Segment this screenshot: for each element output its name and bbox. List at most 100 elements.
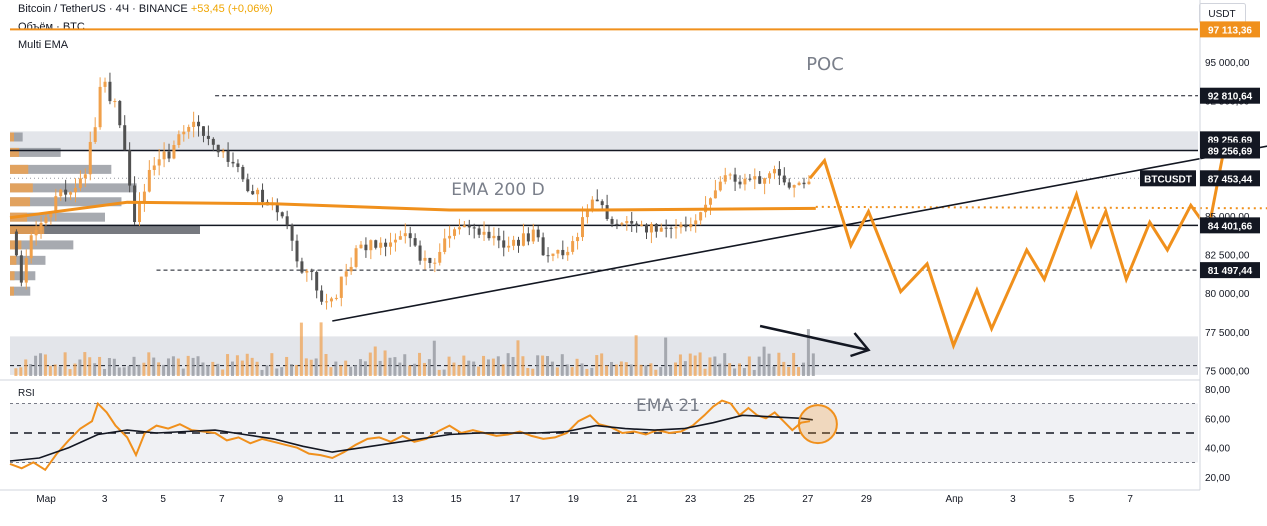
volume-bar (171, 356, 175, 376)
time-tick-label: Апр (945, 494, 963, 505)
volume-bar (762, 346, 766, 376)
time-tick-label: 9 (278, 494, 284, 505)
volume-bar (619, 361, 623, 376)
volume-bar (176, 358, 180, 376)
candle-body (14, 231, 18, 256)
volume-bar (486, 359, 490, 376)
candle-body (566, 251, 570, 256)
candle-body (329, 298, 333, 302)
candle-body (684, 224, 688, 228)
candle-body (34, 229, 38, 236)
candle-body (19, 255, 23, 283)
volume-bar (669, 365, 673, 376)
volume-bar (688, 353, 692, 376)
chart-header-symbol[interactable]: Bitcoin / TetherUS · 4Ч · BINANCE +53,45… (18, 3, 273, 16)
multi-ema-indicator-label[interactable]: Multi EMA (18, 39, 69, 51)
candle-body (418, 245, 422, 261)
volume-bar (314, 358, 318, 376)
candle-body (315, 272, 319, 291)
currency-label: USDT (1208, 9, 1235, 20)
candle-body (635, 223, 639, 226)
volume-bar (48, 365, 52, 376)
volume-bar (644, 365, 648, 376)
candle-body (226, 150, 230, 162)
rsi-tick-label: 80,00 (1205, 385, 1230, 396)
candle-body (467, 225, 471, 228)
price-label-box (1200, 142, 1260, 159)
candle-body (640, 224, 644, 226)
candle-body (393, 239, 397, 243)
volume-bar (334, 361, 338, 376)
candle-body (743, 178, 747, 185)
volume-bar (654, 369, 658, 376)
price-label-value: 92 810,64 (1208, 92, 1253, 103)
volume-bar (68, 369, 72, 376)
volume-bar (496, 356, 500, 376)
volume-bar (797, 367, 801, 376)
volume-bar (733, 368, 737, 376)
volume-bar (580, 363, 584, 376)
volume-profile-bar (10, 147, 61, 157)
ema21-annotation: EMA 21 (636, 396, 700, 416)
volume-bar (98, 356, 102, 376)
candle-body (88, 141, 92, 175)
volume-bar (742, 368, 746, 376)
volume-bar (501, 364, 505, 376)
candle-body (477, 228, 481, 235)
volume-bar (285, 356, 289, 376)
candle-body (167, 151, 171, 159)
volume-bar (664, 337, 668, 376)
volume-profile-bar (10, 183, 137, 193)
candle-body (487, 231, 491, 239)
volume-profile-bar-buy (10, 225, 45, 234)
candle-body (157, 159, 161, 166)
candle-body (310, 271, 314, 273)
candle-body (162, 151, 166, 160)
volume-bar (605, 365, 609, 376)
candle-body (305, 271, 309, 273)
volume-bar (565, 364, 569, 376)
candle-body (59, 189, 63, 197)
candle-body (177, 134, 181, 146)
candle-body (502, 240, 506, 248)
candle-body (462, 225, 466, 228)
volume-bar (457, 365, 461, 376)
time-tick-label: 7 (1127, 494, 1133, 505)
candle-body (600, 201, 604, 206)
candle-body (644, 224, 648, 233)
volume-bar (570, 367, 574, 376)
volume-profile-bar-buy (10, 271, 15, 281)
volume-bar (24, 359, 28, 376)
candle-body (556, 249, 560, 254)
volume-bar (693, 355, 697, 376)
volume-bar (723, 353, 727, 376)
volume-bar (737, 363, 741, 376)
volume-bar (408, 365, 412, 376)
candle-body (216, 144, 220, 153)
volume-bar (575, 358, 579, 376)
candle-body (29, 235, 33, 259)
volume-bar (447, 356, 451, 376)
volume-bar (206, 365, 210, 376)
time-tick-label: 7 (219, 494, 225, 505)
volume-bar (634, 335, 638, 376)
volume-bar (250, 357, 254, 376)
time-tick-label: 17 (509, 494, 521, 505)
rsi-tick-label: 60,00 (1205, 414, 1230, 425)
volume-bar (388, 357, 392, 376)
volume-bar (595, 355, 599, 376)
volume-bar (39, 353, 43, 376)
volume-bar (629, 364, 633, 376)
volume-bar (673, 362, 677, 376)
candle-body (113, 101, 117, 103)
candle-body (69, 192, 73, 195)
candle-body (39, 222, 43, 230)
volume-bar (373, 346, 377, 376)
candle-body (236, 163, 240, 167)
candle-body (285, 216, 289, 226)
candle-body (669, 227, 673, 229)
candle-body (83, 174, 87, 179)
candle-body (221, 150, 225, 153)
ema200-line (9, 200, 816, 220)
